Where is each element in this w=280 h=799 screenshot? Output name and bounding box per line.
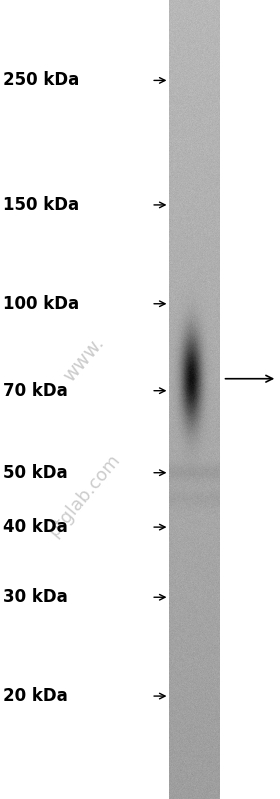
- Text: www.: www.: [60, 333, 108, 386]
- Text: ptglab.com: ptglab.com: [45, 451, 123, 540]
- Text: 50 kDa: 50 kDa: [3, 463, 67, 482]
- Text: 250 kDa: 250 kDa: [3, 71, 79, 89]
- Text: 70 kDa: 70 kDa: [3, 382, 67, 400]
- Text: 30 kDa: 30 kDa: [3, 588, 67, 606]
- Text: 100 kDa: 100 kDa: [3, 295, 79, 312]
- Text: 20 kDa: 20 kDa: [3, 687, 67, 705]
- Text: 150 kDa: 150 kDa: [3, 196, 79, 214]
- Text: 40 kDa: 40 kDa: [3, 518, 67, 536]
